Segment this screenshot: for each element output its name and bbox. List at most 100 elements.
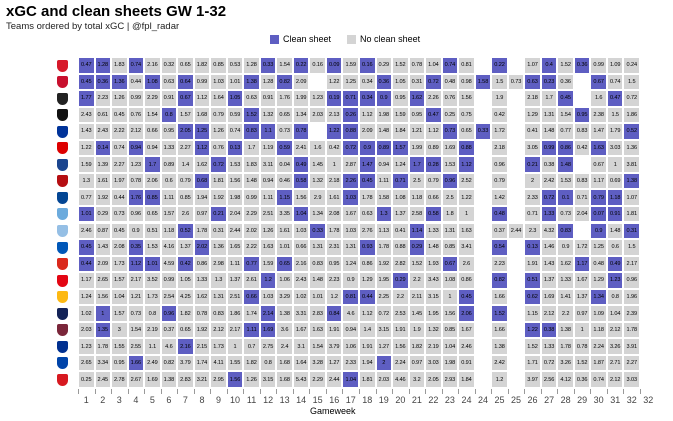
heatmap-cell: 0.42	[574, 140, 591, 157]
heatmap-cell	[475, 140, 492, 157]
heatmap-cell: 1.38	[161, 371, 178, 388]
heatmap-cell: 0.63	[243, 90, 260, 107]
heatmap-cell: 0.19	[326, 90, 343, 107]
heatmap-cell: 2.26	[342, 173, 359, 190]
heatmap-cell: 0.22	[293, 57, 310, 74]
heatmap-cell: 2.12	[210, 322, 227, 339]
heatmap-cell: 0.9	[376, 90, 393, 107]
heatmap-cell: 1.52	[574, 355, 591, 372]
heatmap-cell: 0.99	[541, 140, 558, 157]
heatmap-cell: 1.12	[359, 107, 376, 124]
heatmap-cell: 2.83	[177, 371, 194, 388]
heatmap-cell: 0.09	[326, 57, 343, 74]
heatmap-cell: 0.91	[607, 206, 624, 223]
heatmap-cell: 2.49	[144, 355, 161, 372]
heatmap-cell: 2.43	[293, 272, 310, 289]
heatmap-cell: 0.51	[524, 272, 541, 289]
heatmap-cell: 1.78	[95, 338, 112, 355]
heatmap-cell	[574, 156, 591, 173]
heatmap-cell: 1.33	[161, 140, 178, 157]
heatmap-cell: 1.01	[78, 206, 95, 223]
heatmap-cell: 2.23	[326, 272, 343, 289]
heatmap-cell: 1.26	[111, 90, 128, 107]
heatmap-cell: 1.91	[524, 256, 541, 273]
heatmap-cell: 0.36	[574, 57, 591, 74]
heatmap-cell: 1.54	[144, 107, 161, 124]
heatmap-cell: 1.41	[557, 289, 574, 306]
x-tick-label: 4	[133, 395, 138, 405]
x-tick-label: 12	[263, 395, 273, 405]
heatmap-cell	[475, 173, 492, 190]
heatmap-cell: 2.31	[326, 239, 343, 256]
heatmap-cell: 1.03	[210, 74, 227, 91]
heatmap-cell: 1.17	[574, 256, 591, 273]
heatmap-cell: 0.65	[276, 107, 293, 124]
heatmap-cell: 1.63	[309, 322, 326, 339]
team-logo-icon	[57, 175, 68, 187]
heatmap-cell: 0.65	[177, 322, 194, 339]
heatmap-cell: 1.59	[342, 57, 359, 74]
heatmap-cell: 0.29	[95, 206, 112, 223]
heatmap-cell: 1.32	[425, 322, 442, 339]
heatmap-cell: 1.57	[392, 140, 409, 157]
heatmap-cell: 0.82	[491, 272, 508, 289]
heatmap-cell: 0.67	[177, 90, 194, 107]
x-tick-label: 30	[594, 395, 604, 405]
heatmap-cell: 1.09	[590, 305, 607, 322]
team-logo-icon	[57, 208, 68, 220]
heatmap-cell: 0.74	[128, 57, 145, 74]
heatmap-cell: 2.42	[491, 355, 508, 372]
heatmap-cell: 0.78	[574, 338, 591, 355]
heatmap-cell: 0.83	[574, 123, 591, 140]
x-tick	[392, 389, 393, 394]
heatmap-cell: 1.39	[95, 156, 112, 173]
heatmap-cell: 2.03	[78, 322, 95, 339]
x-tick-label: 22	[428, 395, 438, 405]
x-tick-label: 26	[528, 395, 538, 405]
heatmap-cell: 0.22	[491, 57, 508, 74]
legend: Clean sheet No clean sheet	[270, 34, 420, 44]
x-tick-label: 16	[329, 395, 339, 405]
team-logo-icon	[57, 324, 68, 336]
heatmap-cell: 1.48	[607, 223, 624, 240]
heatmap-cell: 0.33	[475, 123, 492, 140]
x-tick	[524, 389, 525, 394]
x-tick	[541, 389, 542, 394]
heatmap-cell: 2.08	[111, 239, 128, 256]
heatmap-cell: 1.93	[425, 256, 442, 273]
heatmap-cell: 1.61	[95, 173, 112, 190]
x-tick	[177, 389, 178, 394]
heatmap-cell: 0.53	[227, 57, 244, 74]
heatmap-cell	[574, 223, 591, 240]
heatmap-cell: 1.17	[78, 272, 95, 289]
heatmap-cell: 2.26	[425, 90, 442, 107]
x-tick-label: 18	[362, 395, 372, 405]
heatmap-cell: 0.87	[95, 223, 112, 240]
heatmap-cell: 1.25	[590, 239, 607, 256]
heatmap-cell: 0.94	[342, 322, 359, 339]
heatmap-cell: 0.88	[458, 140, 475, 157]
heatmap-cell: 3.79	[177, 355, 194, 372]
heatmap-cell: 0.76	[442, 90, 459, 107]
heatmap-cell	[475, 90, 492, 107]
heatmap-cell: 0.36	[557, 74, 574, 91]
heatmap-cell: 2.9	[309, 189, 326, 206]
heatmap-cell: 2.98	[210, 256, 227, 273]
heatmap-cell: 1.54	[309, 338, 326, 355]
heatmap-cell: 1.3	[78, 173, 95, 190]
heatmap-cell: 1.01	[276, 239, 293, 256]
heatmap-cell: 2.61	[243, 272, 260, 289]
heatmap-cell: 2.13	[326, 107, 343, 124]
heatmap-cell: 1.05	[227, 90, 244, 107]
heatmap-cell: 1.23	[607, 272, 624, 289]
heatmap-cell: 1.72	[491, 123, 508, 140]
heatmap-cell: 0.96	[161, 305, 178, 322]
x-tick	[161, 389, 162, 394]
heatmap-cell	[508, 90, 525, 107]
heatmap-cell: 1.78	[194, 223, 211, 240]
team-logo-icon	[57, 242, 68, 254]
heatmap-cell: 4.6	[161, 338, 178, 355]
heatmap-cell: 1.28	[95, 57, 112, 74]
heatmap-cell: 1.36	[623, 140, 640, 157]
heatmap-cell: 0.31	[623, 223, 640, 240]
